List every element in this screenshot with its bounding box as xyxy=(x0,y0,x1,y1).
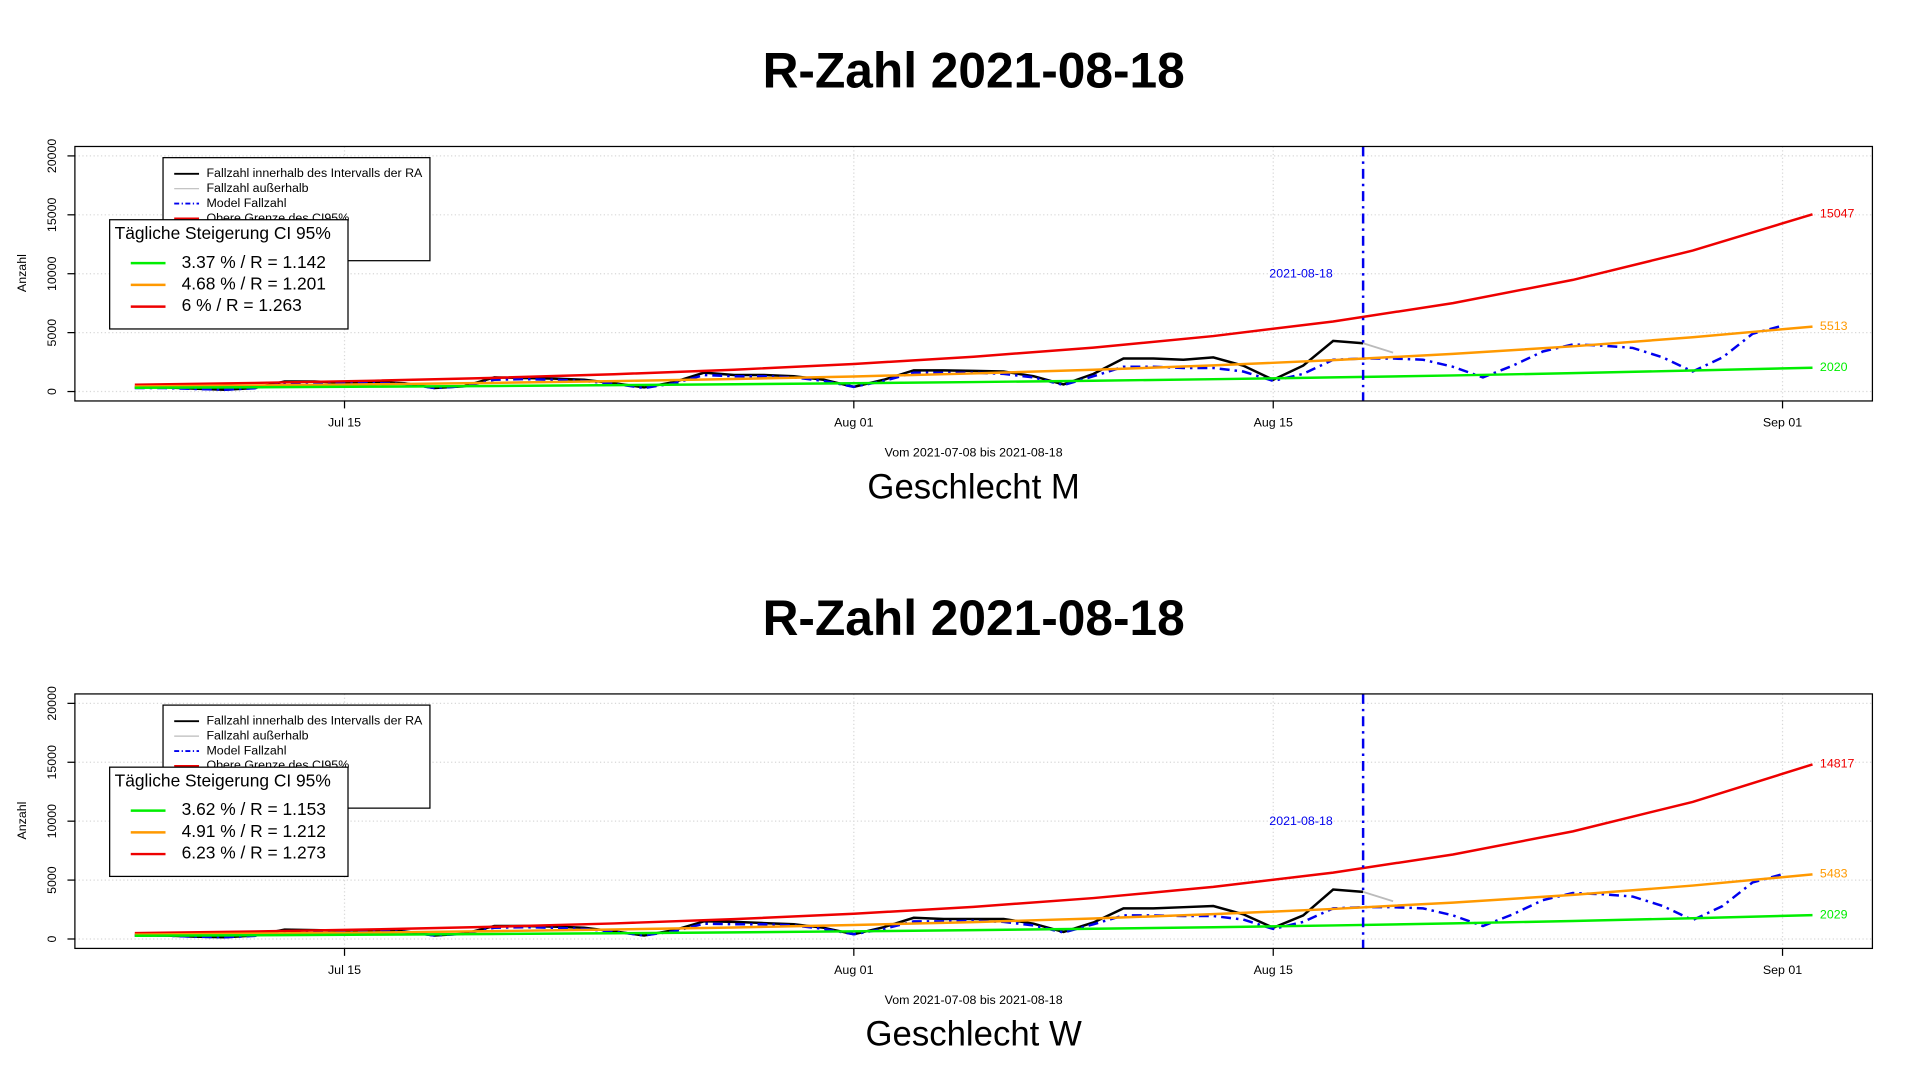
series-line xyxy=(134,325,1813,388)
subtitle: Geschlecht W xyxy=(866,1016,1082,1054)
y-tick-label: 15000 xyxy=(45,745,59,780)
y-axis-label: Anzahl xyxy=(15,254,29,292)
legend2-label: 3.37 % / R = 1.142 xyxy=(182,252,326,272)
series-line xyxy=(1362,342,1394,354)
plot-frame xyxy=(74,145,1874,402)
y-tick-label: 10000 xyxy=(45,804,59,839)
chart-title: R-Zahl 2021-08-18 xyxy=(763,590,1185,646)
legend2-label: 3.62 % / R = 1.153 xyxy=(182,799,326,819)
end-value-label: 15047 xyxy=(1820,207,1855,221)
y-tick-label: 20000 xyxy=(45,686,59,721)
chart-title: R-Zahl 2021-08-18 xyxy=(763,43,1185,99)
x-tick-label: Jul 15 xyxy=(328,416,361,430)
x-tick-label: Aug 15 xyxy=(1254,416,1293,430)
y-tick-label: 0 xyxy=(45,935,59,942)
legend-label: Fallzahl innerhalb des Intervalls der RA xyxy=(206,166,423,180)
end-value-label: 5513 xyxy=(1820,319,1848,333)
y-tick-label: 5000 xyxy=(45,319,59,347)
end-value-label: 5483 xyxy=(1820,867,1848,881)
y-tick-label: 10000 xyxy=(45,256,59,291)
x-tick-label: Sep 01 xyxy=(1763,416,1802,430)
date-marker-label: 2021-08-18 xyxy=(1269,814,1333,828)
legend-label: Fallzahl außerhalb xyxy=(206,181,308,195)
series-line xyxy=(134,913,1813,937)
x-tick-label: Aug 01 xyxy=(834,963,873,977)
legend-label: Fallzahl innerhalb des Intervalls der RA xyxy=(206,714,423,728)
y-axis-label: Anzahl xyxy=(15,802,29,840)
end-value-label: 2029 xyxy=(1820,907,1848,921)
end-value-label: 14817 xyxy=(1820,757,1855,771)
x-tick-label: Aug 15 xyxy=(1254,963,1293,977)
x-tick-label: Sep 01 xyxy=(1763,963,1802,977)
end-value-label: 2020 xyxy=(1820,360,1848,374)
series-line xyxy=(1362,890,1394,903)
series-line xyxy=(134,873,1813,936)
y-tick-label: 5000 xyxy=(45,866,59,894)
series-line xyxy=(134,763,1813,935)
y-tick-label: 20000 xyxy=(45,139,59,174)
y-tick-label: 0 xyxy=(45,388,59,395)
y-tick-label: 15000 xyxy=(45,197,59,232)
date-marker-label: 2021-08-18 xyxy=(1269,267,1333,281)
legend2-label: 4.91 % / R = 1.212 xyxy=(182,821,326,841)
legend-label: Model Fallzahl xyxy=(206,196,286,210)
x-tick-label: Jul 15 xyxy=(328,963,361,977)
legend2-title: Tägliche Steigerung CI 95% xyxy=(115,223,331,243)
subtitle: Geschlecht M xyxy=(867,468,1079,506)
x-axis-label: Vom 2021-07-08 bis 2021-08-18 xyxy=(885,445,1063,459)
series-line xyxy=(134,872,1783,939)
legend2-title: Tägliche Steigerung CI 95% xyxy=(115,771,331,791)
x-axis-label: Vom 2021-07-08 bis 2021-08-18 xyxy=(885,993,1063,1007)
legend-label: Model Fallzahl xyxy=(206,743,286,757)
series-line xyxy=(134,213,1813,386)
legend-label: Fallzahl außerhalb xyxy=(206,728,308,742)
legend2-label: 6.23 % / R = 1.273 xyxy=(182,843,326,863)
plot-frame xyxy=(74,693,1874,950)
legend2-label: 4.68 % / R = 1.201 xyxy=(182,273,326,293)
legend2-label: 6 % / R = 1.263 xyxy=(182,295,302,315)
legend2-box xyxy=(109,766,349,878)
series-line xyxy=(134,366,1813,390)
legend2-box xyxy=(109,219,349,330)
x-tick-label: Aug 01 xyxy=(834,416,873,430)
